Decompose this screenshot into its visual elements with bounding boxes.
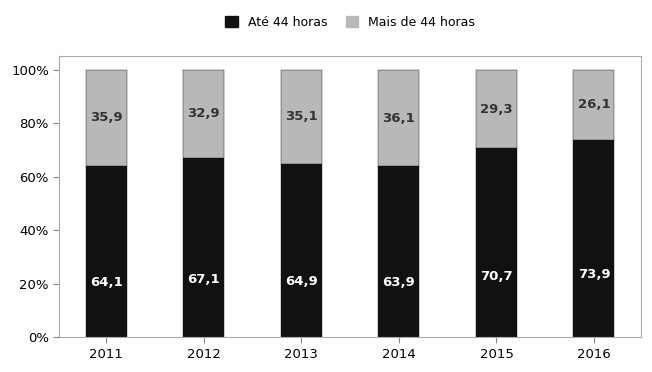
Text: 32,9: 32,9 (188, 108, 220, 120)
Bar (574, 140, 614, 337)
Text: 64,1: 64,1 (90, 276, 123, 289)
Legend: Até 44 horas, Mais de 44 horas: Até 44 horas, Mais de 44 horas (221, 12, 479, 33)
Text: 67,1: 67,1 (188, 273, 220, 286)
Bar (378, 70, 419, 166)
Bar (281, 164, 322, 337)
Text: 73,9: 73,9 (578, 268, 610, 280)
Text: 26,1: 26,1 (578, 98, 610, 111)
Bar (378, 166, 419, 337)
Bar (281, 70, 322, 164)
Text: 64,9: 64,9 (285, 275, 318, 288)
Text: 70,7: 70,7 (480, 270, 512, 283)
Bar (86, 166, 126, 337)
Text: 63,9: 63,9 (383, 276, 415, 289)
Bar (86, 70, 126, 166)
Bar (574, 70, 614, 140)
Text: 36,1: 36,1 (383, 112, 415, 125)
Bar (476, 70, 517, 148)
Text: 35,9: 35,9 (90, 111, 123, 124)
Bar (183, 70, 224, 158)
Bar (476, 148, 517, 337)
Bar (183, 158, 224, 337)
Text: 29,3: 29,3 (480, 103, 512, 116)
Text: 35,1: 35,1 (285, 110, 318, 123)
